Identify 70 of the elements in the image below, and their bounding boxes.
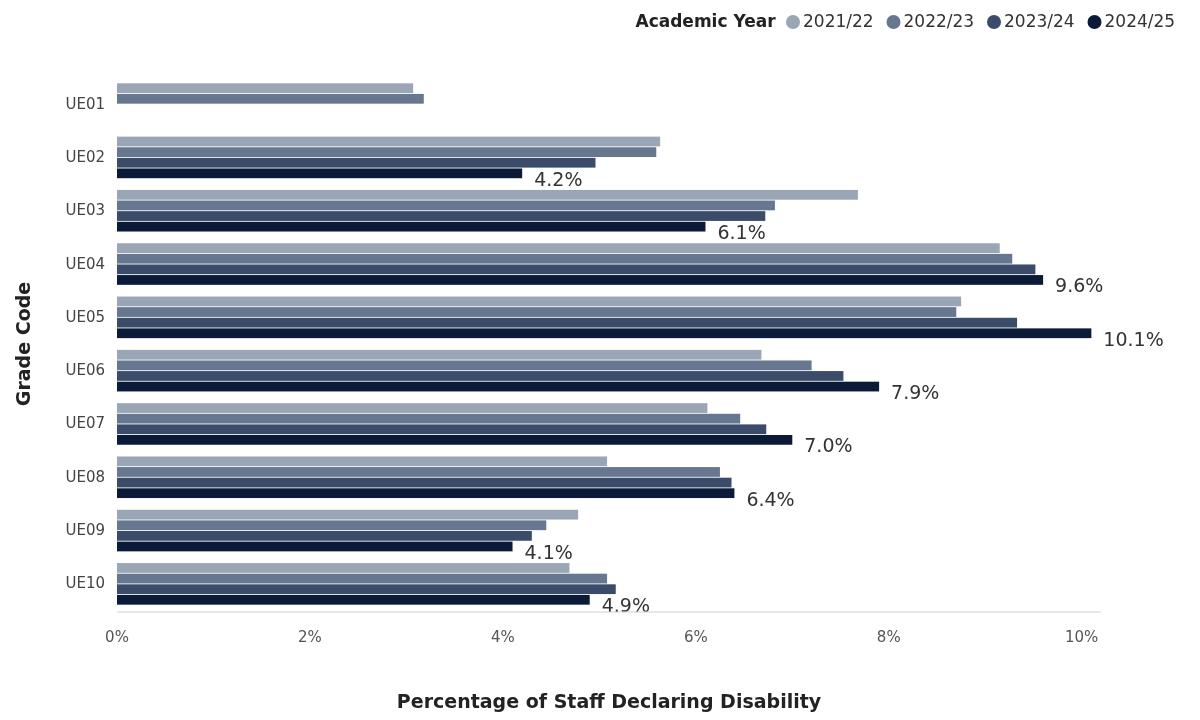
- legend-title: Academic Year: [635, 11, 777, 31]
- data-label: 6.4%: [746, 487, 795, 510]
- x-tick-label: 4%: [490, 628, 515, 646]
- bar: [117, 200, 775, 211]
- bar: [117, 563, 570, 573]
- data-label: 4.1%: [524, 540, 573, 563]
- y-tick-label: UE05: [65, 307, 105, 326]
- data-label: 4.2%: [534, 167, 583, 190]
- bar: [117, 477, 732, 488]
- bar: [117, 168, 523, 179]
- y-tick-label: UE04: [65, 254, 105, 273]
- data-label: 6.1%: [717, 221, 766, 244]
- bar: [117, 594, 590, 605]
- bar: [117, 488, 735, 499]
- bar: [117, 360, 812, 371]
- bar: [117, 573, 608, 584]
- bar: [117, 93, 424, 104]
- y-tick-label: UE06: [65, 361, 105, 380]
- x-tick-label: 8%: [876, 628, 901, 646]
- bar: [117, 434, 793, 445]
- y-tick-label: UE07: [65, 414, 105, 433]
- y-tick-label: UE03: [65, 201, 105, 220]
- bar: [117, 541, 513, 552]
- x-tick-label: 10%: [1065, 628, 1099, 646]
- bar: [117, 349, 762, 360]
- y-axis-title: Grade Code: [12, 281, 34, 407]
- y-tick-label: UE01: [65, 94, 105, 113]
- bar: [117, 584, 616, 595]
- data-label: 7.9%: [891, 381, 940, 404]
- y-tick-label: UE08: [65, 467, 105, 486]
- bar: [117, 307, 957, 317]
- bar: [117, 531, 532, 541]
- y-tick-label: UE02: [65, 147, 105, 166]
- data-label: 9.6%: [1055, 274, 1104, 297]
- bar: [117, 424, 767, 435]
- bar: [117, 157, 596, 168]
- bar: [117, 189, 858, 200]
- bar: [117, 221, 706, 232]
- bar: [117, 136, 661, 147]
- bar: [117, 456, 608, 467]
- x-tick-label: 2%: [298, 628, 322, 646]
- data-label: 10.1%: [1103, 327, 1164, 350]
- bar: [117, 83, 414, 94]
- bar: [117, 328, 1092, 339]
- bar: [117, 243, 1000, 254]
- bar: [117, 371, 844, 381]
- legend-label: 2022/23: [903, 11, 975, 31]
- bar: [117, 381, 880, 392]
- legend-label: 2023/24: [1004, 11, 1075, 31]
- bar: [117, 147, 657, 157]
- bar: [117, 211, 766, 221]
- bar: [117, 275, 1044, 285]
- y-tick-label: UE10: [65, 574, 105, 593]
- legend-label: 2021/22: [803, 11, 874, 31]
- x-tick-label: 6%: [683, 628, 708, 646]
- x-tick-label: 0%: [105, 628, 129, 646]
- x-axis-title: Percentage of Staff Declaring Disability: [396, 690, 822, 712]
- legend-label: 2024/25: [1104, 11, 1176, 31]
- data-label: 7.0%: [804, 434, 853, 457]
- bar: [117, 296, 962, 307]
- bar: [117, 509, 579, 520]
- bar: [117, 317, 1018, 328]
- bar: [117, 264, 1036, 275]
- bar: [117, 520, 547, 531]
- bar: [117, 467, 720, 477]
- data-label: 4.9%: [601, 594, 650, 617]
- bar: [117, 403, 708, 413]
- y-tick-label: UE09: [65, 521, 105, 540]
- bar: [117, 253, 1013, 264]
- bar: [117, 413, 741, 424]
